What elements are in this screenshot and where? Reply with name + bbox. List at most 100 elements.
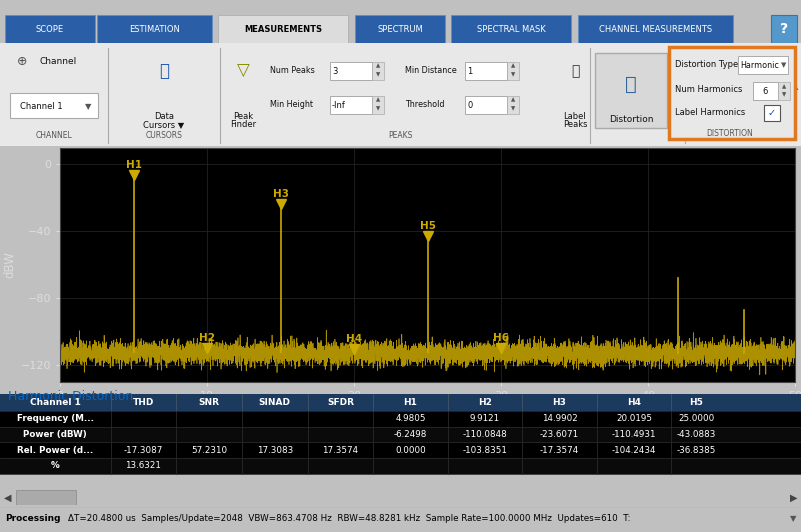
Text: Num Harmonics: Num Harmonics	[675, 85, 743, 94]
Text: Channel: Channel	[40, 57, 77, 66]
Bar	[10, 93, 98, 118]
Text: Num Peaks: Num Peaks	[270, 66, 315, 74]
Text: Distortion Type: Distortion Type	[675, 60, 739, 69]
Text: PEAKS: PEAKS	[388, 131, 413, 140]
Text: SFDR: SFDR	[327, 398, 354, 407]
Text: H3: H3	[272, 189, 288, 199]
Text: CURSORS: CURSORS	[146, 131, 183, 140]
Text: Label Harmonics: Label Harmonics	[675, 108, 745, 117]
Text: SCOPE: SCOPE	[36, 24, 64, 34]
Text: H1: H1	[126, 160, 142, 170]
Text: Min Height: Min Height	[270, 100, 313, 109]
Text: Data: Data	[154, 112, 174, 121]
Text: SPECTRUM: SPECTRUM	[377, 24, 423, 34]
Text: Channel 1: Channel 1	[20, 102, 62, 111]
Text: H4: H4	[346, 334, 362, 344]
Text: -103.8351: -103.8351	[462, 446, 508, 455]
Text: Distortion: Distortion	[609, 115, 654, 124]
Bar	[507, 96, 519, 114]
Text: -17.3574: -17.3574	[540, 446, 579, 455]
Text: -104.2434: -104.2434	[612, 446, 656, 455]
Text: Finder: Finder	[230, 120, 256, 129]
Text: 4.9805: 4.9805	[395, 414, 426, 423]
Text: 20.0195: 20.0195	[616, 414, 652, 423]
Text: H4: H4	[627, 398, 641, 407]
Text: SPECTRAL MASK: SPECTRAL MASK	[477, 24, 545, 34]
Text: 0: 0	[467, 101, 473, 110]
Bar	[738, 56, 788, 74]
Text: Frequency (M...: Frequency (M...	[17, 414, 94, 423]
Y-axis label: dBW: dBW	[3, 251, 16, 278]
Text: ▼: ▼	[781, 62, 787, 68]
Text: -43.0883: -43.0883	[676, 430, 716, 439]
Bar	[330, 62, 372, 80]
Text: 0.0000: 0.0000	[395, 446, 426, 455]
Bar	[0, 411, 801, 427]
Text: %: %	[51, 461, 59, 470]
Text: CHANNEL: CHANNEL	[35, 131, 72, 140]
Bar	[0, 458, 801, 473]
Text: ⊕: ⊕	[17, 55, 27, 68]
Bar	[753, 82, 778, 100]
Text: Threshold: Threshold	[405, 100, 445, 109]
Text: 📊: 📊	[625, 74, 637, 94]
Text: DISTORTION: DISTORTION	[731, 131, 779, 140]
Bar	[465, 96, 507, 114]
Text: 17.3083: 17.3083	[256, 446, 293, 455]
Text: H3: H3	[553, 398, 566, 407]
Bar	[451, 15, 571, 43]
Bar	[355, 15, 445, 43]
Text: SINAD: SINAD	[259, 398, 291, 407]
Bar	[778, 82, 790, 100]
Text: H2: H2	[199, 334, 215, 343]
Bar	[16, 491, 76, 504]
Bar	[372, 96, 384, 114]
Text: Peak: Peak	[233, 112, 253, 121]
Text: 25.0000: 25.0000	[678, 414, 714, 423]
Text: ◀: ◀	[4, 493, 11, 502]
Text: 3: 3	[332, 66, 337, 76]
Text: Peaks: Peaks	[563, 120, 587, 129]
Text: ?: ?	[780, 22, 788, 36]
Text: 13.6321: 13.6321	[126, 461, 161, 470]
Text: 🏷: 🏷	[571, 64, 579, 78]
Text: 17.3574: 17.3574	[322, 446, 359, 455]
Text: Harmonic Distortion: Harmonic Distortion	[8, 389, 133, 403]
Bar	[771, 15, 797, 43]
Bar	[507, 62, 519, 80]
Bar	[97, 15, 212, 43]
Text: ▽: ▽	[236, 62, 249, 80]
Text: 9.9121: 9.9121	[470, 414, 500, 423]
Text: 14.9902: 14.9902	[541, 414, 578, 423]
Text: -110.0848: -110.0848	[463, 430, 507, 439]
Text: Rel. Power (d...: Rel. Power (d...	[17, 446, 94, 455]
X-axis label: Frequency (MHz): Frequency (MHz)	[378, 405, 477, 418]
Text: THD: THD	[133, 398, 154, 407]
Text: ▼: ▼	[782, 93, 786, 98]
Text: H1: H1	[404, 398, 417, 407]
Text: 57.2310: 57.2310	[191, 446, 227, 455]
Text: Harmonic: Harmonic	[740, 61, 779, 70]
FancyBboxPatch shape	[669, 47, 795, 139]
Text: ▼: ▼	[376, 107, 380, 112]
Text: DISTORTION: DISTORTION	[706, 129, 754, 138]
Text: H6: H6	[493, 333, 509, 343]
Text: Channel 1: Channel 1	[30, 398, 81, 407]
Text: ▲: ▲	[511, 98, 515, 103]
Bar	[465, 62, 507, 80]
Bar	[218, 15, 348, 43]
Text: 📈: 📈	[159, 62, 169, 80]
Text: CHANNEL MEASUREMENTS: CHANNEL MEASUREMENTS	[599, 24, 712, 34]
Text: Min Distance: Min Distance	[405, 66, 457, 74]
Text: ▼: ▼	[85, 102, 91, 111]
Text: H2: H2	[478, 398, 492, 407]
Bar	[5, 15, 95, 43]
Bar	[578, 15, 733, 43]
Text: ▲: ▲	[376, 98, 380, 103]
Bar	[330, 96, 372, 114]
Text: ▼: ▼	[790, 514, 796, 523]
Text: ΔT=20.4800 us  Samples/Update=2048  VBW=863.4708 Hz  RBW=48.8281 kHz  Sample Rat: ΔT=20.4800 us Samples/Update=2048 VBW=86…	[68, 514, 630, 523]
Bar	[0, 427, 801, 442]
Text: ▼: ▼	[376, 73, 380, 78]
Text: MEASUREMENTS: MEASUREMENTS	[244, 24, 322, 34]
